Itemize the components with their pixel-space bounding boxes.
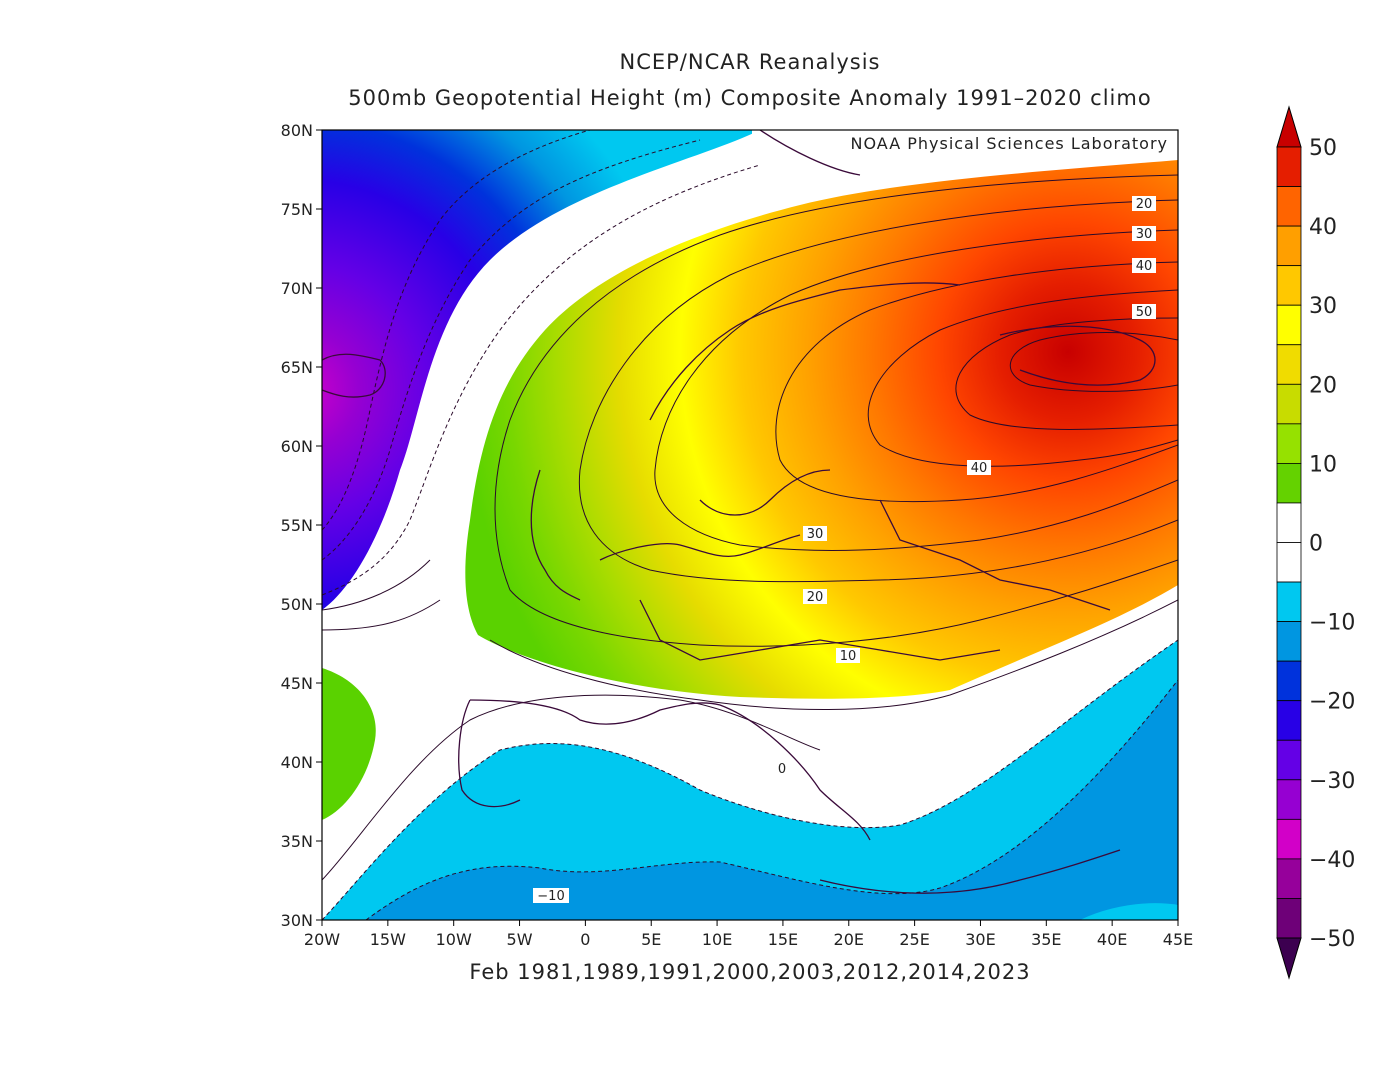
contour-label: 20 [1136, 197, 1153, 212]
lon-tick-label: 40E [1097, 930, 1127, 949]
colorbar-swatch [1276, 621, 1302, 662]
lat-tick-label: 35N [281, 832, 313, 851]
lon-tick-label: 10W [436, 930, 472, 949]
colorbar-swatch [1276, 344, 1302, 385]
lon-tick-label: 30E [965, 930, 995, 949]
colorbar-swatch [1276, 502, 1302, 543]
colorbar-label: 40 [1309, 215, 1337, 240]
colorbar-swatch [1276, 898, 1302, 939]
colorbar-label: −10 [1309, 611, 1355, 636]
colorbar-label: −40 [1309, 848, 1355, 873]
lon-tick-label: 5E [641, 930, 661, 949]
lat-tick-label: 80N [281, 121, 313, 140]
contour-label-group: 20 30 40 50 40 30 20 10 0 −10 [533, 196, 1156, 904]
contour-lines [322, 174, 1178, 881]
colorbar-label: −30 [1309, 769, 1355, 794]
lat-tick-label: 45N [281, 674, 313, 693]
colorbar-label: 10 [1309, 452, 1337, 477]
colorbar-swatch [1276, 739, 1302, 781]
contour-label: −10 [537, 889, 564, 904]
contour-label: 40 [1136, 259, 1153, 274]
figure-caption: Feb 1981,1989,1991,2000,2003,2012,2014,2… [469, 960, 1031, 984]
colorbar-swatch [1276, 383, 1302, 425]
colorbar-swatch [1276, 423, 1302, 464]
lon-tick-label: 25E [899, 930, 929, 949]
lat-tick-label: 65N [281, 358, 313, 377]
contour-label: 20 [807, 590, 824, 605]
colorbar-label: 0 [1309, 532, 1323, 557]
colorbar-swatch [1276, 304, 1302, 346]
coastlines [322, 130, 1156, 894]
colorbar-swatch [1276, 660, 1302, 702]
colorbar-swatch [1276, 700, 1302, 741]
colorbar-swatch [1276, 225, 1302, 267]
lat-tick-label: 50N [281, 595, 313, 614]
colorbar-label: −50 [1309, 927, 1355, 952]
colorbar-min-arrow [1276, 937, 1302, 980]
colorbar-swatch [1276, 186, 1302, 227]
contour-label: 30 [1136, 227, 1153, 242]
figure-subtitle: 500mb Geopotential Height (m) Composite … [348, 86, 1152, 110]
lon-tick-label: 45E [1163, 930, 1193, 949]
colorbar-label: 50 [1309, 136, 1337, 161]
contour-label: 10 [840, 649, 857, 664]
colorbar: 50 40 30 20 10 0 −10 −20 −30 −40 −50 [1276, 105, 1355, 980]
lat-tick-label: 55N [281, 516, 313, 535]
colorbar-swatch [1276, 581, 1302, 622]
latitude-axis: 80N 75N 70N 65N 60N 55N 50N 45N 40N 35N 30N [281, 121, 322, 930]
lat-tick-label: 70N [281, 279, 313, 298]
lon-tick-label: 10E [702, 930, 732, 949]
lon-tick-label: 20E [834, 930, 864, 949]
contour-label: 0 [778, 762, 786, 777]
lat-tick-label: 40N [281, 753, 313, 772]
colorbar-label: 20 [1309, 373, 1337, 398]
credit-label: NOAA Physical Sciences Laboratory [851, 134, 1168, 153]
negative-contour-lines [322, 130, 1178, 920]
lon-tick-label: 5W [507, 930, 533, 949]
colorbar-label: −20 [1309, 690, 1355, 715]
colorbar-swatch [1276, 462, 1302, 504]
colorbar-max-arrow [1276, 105, 1302, 148]
lon-tick-label: 15W [370, 930, 406, 949]
lat-tick-label: 75N [281, 200, 313, 219]
colorbar-label: 30 [1309, 294, 1337, 319]
longitude-axis: 20W 15W 10W 5W 0 5E 10E 15E 20E 25E 30E 35E 40E 45E [304, 920, 1193, 949]
lon-tick-label: 20W [304, 930, 340, 949]
lon-tick-label: 0 [580, 930, 590, 949]
colorbar-swatch [1276, 779, 1302, 820]
contour-label: 40 [971, 461, 988, 476]
anomaly-field: 20 30 40 50 40 30 20 10 0 −10 [322, 130, 1178, 920]
lon-tick-label: 15E [768, 930, 798, 949]
colorbar-swatch [1276, 265, 1302, 306]
figure-title: NCEP/NCAR Reanalysis [619, 50, 881, 74]
contour-label: 50 [1136, 305, 1153, 320]
lon-tick-label: 35E [1031, 930, 1061, 949]
colorbar-swatch [1276, 818, 1302, 860]
colorbar-swatch [1276, 146, 1302, 187]
contour-label: 30 [807, 527, 824, 542]
colorbar-swatch [1276, 858, 1302, 899]
colorbar-swatch [1276, 542, 1302, 583]
lat-tick-label: 30N [281, 911, 313, 930]
lat-tick-label: 60N [281, 437, 313, 456]
